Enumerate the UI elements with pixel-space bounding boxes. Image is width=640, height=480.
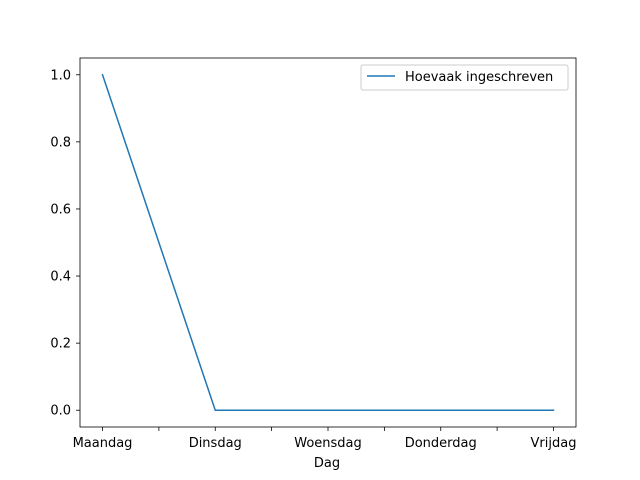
y-tick-label: 0.0	[50, 404, 71, 419]
y-tick-label: 0.8	[50, 135, 71, 150]
y-tick-label: 0.6	[50, 202, 71, 217]
y-tick-label: 0.4	[50, 270, 71, 285]
series-line-0	[101, 73, 555, 411]
axes-frame	[79, 57, 577, 428]
x-tick-label: Vrijdag	[531, 436, 577, 451]
x-axis-label: Dag	[314, 456, 340, 471]
legend: Hoevaak ingeschreven	[360, 64, 569, 91]
axes: 0.0 0.2 0.4 0.6 0.8 1.0 Maandag Dinsdag Woensdag…	[50, 57, 577, 451]
x-tick-label: Maandag	[73, 436, 133, 451]
x-tick-label: Dinsdag	[189, 436, 242, 451]
y-tick-label: 1.0	[50, 68, 71, 83]
y-tick-label: 0.2	[50, 337, 71, 352]
x-tick-label: Donderdag	[405, 436, 477, 451]
x-tick-label: Woensdag	[294, 436, 362, 451]
legend-entry-label: Hoevaak ingeschreven	[405, 70, 553, 85]
plot-area	[101, 73, 555, 411]
legend-frame	[360, 64, 569, 91]
